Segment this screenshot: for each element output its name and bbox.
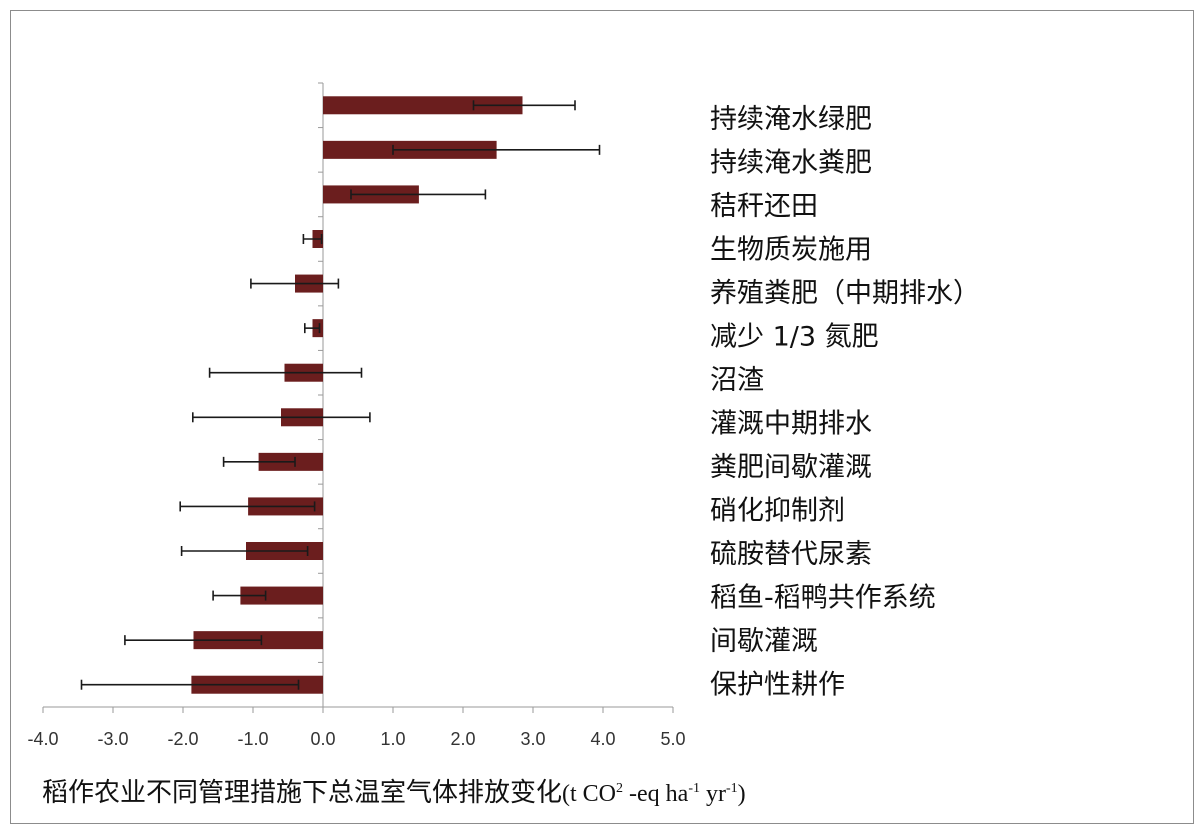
category-label: 硫胺替代尿素 [710,539,872,570]
x-tick-label: -1.0 [237,729,268,749]
x-axis-label: 稻作农业不同管理措施下总温室气体排放变化(t CO2 -eq ha-1 yr-1… [42,772,746,809]
category-label: 间歇灌溉 [710,626,818,657]
category-label: 保护性耕作 [710,670,845,701]
x-tick-label: -4.0 [27,729,58,749]
x-tick-label: 3.0 [520,729,545,749]
x-tick-label: -2.0 [167,729,198,749]
chart-bars [191,96,523,694]
category-label: 秸秆还田 [710,191,818,222]
category-label: 硝化抑制剂 [710,496,845,527]
x-tick-label: 1.0 [380,729,405,749]
x-tick-label: 0.0 [310,729,335,749]
x-tick-label: 2.0 [450,729,475,749]
category-label: 持续淹水粪肥 [710,148,872,179]
x-tick-labels: -4.0 -3.0 -2.0 -1.0 0.0 1.0 2.0 3.0 4.0 5.0 [27,729,685,749]
bar [323,96,523,115]
category-label: 持续淹水绿肥 [710,104,872,135]
bar [240,586,323,605]
category-label: 沼渣 [710,365,764,396]
category-label: 生物质炭施用 [710,235,872,266]
chart-error-bars [80,100,601,690]
category-label: 灌溉中期排水 [710,409,872,440]
chart-axes [42,82,674,713]
x-tick-label: 5.0 [660,729,685,749]
x-tick-label: -3.0 [97,729,128,749]
x-axis-label-unit: (t CO2 -eq ha-1 yr-1) [562,781,746,807]
x-axis-label-text: 稻作农业不同管理措施下总温室气体排放变化 [42,778,563,808]
category-label: 减少 1/3 氮肥 [710,322,879,353]
category-label: 粪肥间歇灌溉 [710,452,872,483]
x-tick-label: 4.0 [590,729,615,749]
category-label: 稻鱼-稻鸭共作系统 [710,583,936,614]
category-label: 养殖粪肥（中期排水） [710,278,980,309]
